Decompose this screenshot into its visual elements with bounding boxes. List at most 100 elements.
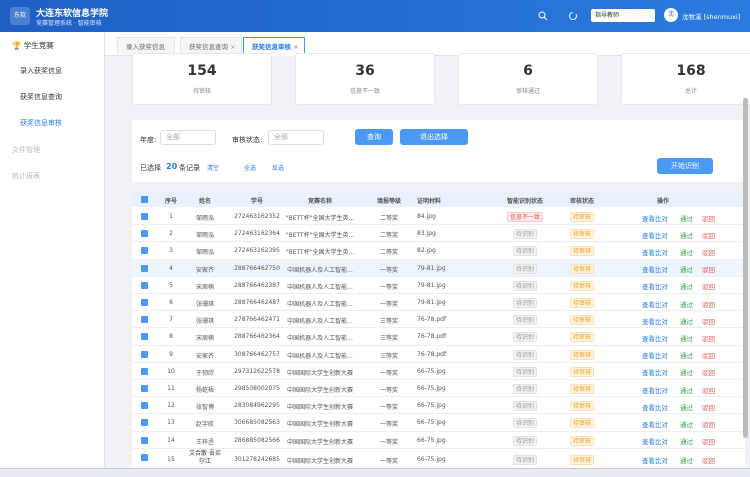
action-link[interactable]: 驳回 <box>702 457 715 466</box>
exit-button[interactable]: 退出选择 <box>400 129 468 145</box>
action-link[interactable]: 查看比对 <box>642 266 668 275</box>
checkbox[interactable] <box>141 385 148 392</box>
action-link[interactable]: 通过 <box>680 334 693 343</box>
scrollbar[interactable] <box>743 98 748 438</box>
action-link[interactable]: 驳回 <box>702 369 715 378</box>
checkbox[interactable] <box>141 436 148 444</box>
action-link[interactable]: 查看比对 <box>642 403 668 412</box>
invert[interactable]: 反选 <box>272 165 285 172</box>
action-link[interactable]: 通过 <box>680 231 693 240</box>
cell: 宋周楠 <box>195 283 215 291</box>
action-link[interactable]: 查看比对 <box>642 369 668 378</box>
action-link[interactable]: 驳回 <box>702 352 715 361</box>
action-link[interactable]: 通过 <box>680 317 693 326</box>
action-link[interactable]: 通过 <box>680 438 693 447</box>
action-link[interactable]: 通过 <box>680 420 693 429</box>
cell: 7 <box>169 316 173 324</box>
action-link[interactable]: 驳回 <box>702 438 715 447</box>
review-status-badge: 待审核 <box>570 229 594 240</box>
avatar[interactable]: 沈 <box>664 8 678 22</box>
action-link[interactable]: 查看比对 <box>642 300 668 309</box>
role-select[interactable]: 指导教师 <box>591 9 655 22</box>
action-link[interactable]: 查看比对 <box>642 283 668 292</box>
action-link[interactable]: 通过 <box>680 214 693 223</box>
checkbox[interactable] <box>141 316 148 324</box>
action-link[interactable]: 通过 <box>680 352 693 361</box>
action-link[interactable]: 驳回 <box>702 403 715 412</box>
checkbox[interactable] <box>141 213 148 220</box>
cell: 301278242685 <box>234 455 280 463</box>
start-button[interactable]: 开始识别 <box>657 158 713 174</box>
action-link[interactable]: 查看比对 <box>642 231 668 240</box>
action-link[interactable]: 查看比对 <box>642 438 668 447</box>
action-link[interactable]: 查看比对 <box>642 248 668 257</box>
cell: 张智博 <box>195 404 215 412</box>
sidebar: 🏆 学生竞赛 录入获奖信息 获奖信息查询 获奖信息审核 文件管理 统计报表 <box>0 32 105 468</box>
search-icon[interactable] <box>537 10 549 22</box>
action-link[interactable]: 驳回 <box>702 266 715 275</box>
cell: 王梓丞 <box>195 438 215 446</box>
cell: 中国国际大学生创新大赛 <box>286 369 354 377</box>
clear-link[interactable]: 清空 <box>207 165 220 172</box>
checkbox[interactable] <box>141 281 148 289</box>
checkbox[interactable] <box>141 247 148 255</box>
action-link[interactable]: 通过 <box>680 266 693 275</box>
cell: 三等奖 <box>379 335 399 343</box>
action-link[interactable]: 查看比对 <box>642 317 668 326</box>
action-link[interactable]: 通过 <box>680 283 693 292</box>
action-link[interactable]: 驳回 <box>702 283 715 292</box>
action-link[interactable]: 通过 <box>680 369 693 378</box>
cell: 84.jpg <box>417 213 436 220</box>
stat-value: 6 <box>523 63 533 79</box>
action-link[interactable]: 查看比对 <box>642 214 668 223</box>
menu-item[interactable]: 获奖信息审核 <box>20 119 62 127</box>
action-link[interactable]: 驳回 <box>702 334 715 343</box>
cell: 15 <box>167 455 175 463</box>
checkbox[interactable] <box>141 264 148 272</box>
year-select[interactable]: 全部 <box>160 130 216 145</box>
action-link[interactable]: 查看比对 <box>642 457 668 466</box>
search-button[interactable]: 查询 <box>355 129 393 145</box>
action-link[interactable]: 驳回 <box>702 214 715 223</box>
status-select[interactable]: 全部 <box>268 130 324 145</box>
checkbox[interactable] <box>141 299 148 306</box>
action-link[interactable]: 驳回 <box>702 386 715 395</box>
action-link[interactable]: 通过 <box>680 403 693 412</box>
checkbox[interactable] <box>141 230 148 238</box>
refresh-icon[interactable] <box>567 10 579 22</box>
action-link[interactable]: 通过 <box>680 457 693 466</box>
checkbox[interactable] <box>141 196 148 203</box>
action-link[interactable]: 查看比对 <box>642 420 668 429</box>
stat-value: 168 <box>676 63 706 79</box>
action-link[interactable]: 通过 <box>680 300 693 309</box>
action-link[interactable]: 驳回 <box>702 248 715 257</box>
action-link[interactable]: 驳回 <box>702 300 715 309</box>
menu-item[interactable]: 获奖信息查询 <box>20 93 62 101</box>
select-all[interactable]: 全选 <box>244 165 257 172</box>
cell: 一等奖 <box>379 301 399 308</box>
checkbox[interactable] <box>141 453 148 461</box>
action-link[interactable]: 驳回 <box>702 317 715 326</box>
checkbox[interactable] <box>141 350 148 358</box>
menu-item[interactable]: 录入获奖信息 <box>20 67 62 75</box>
tab[interactable]: 获奖信息审核 × <box>243 37 305 56</box>
checkbox[interactable] <box>141 333 148 341</box>
action-link[interactable]: 通过 <box>680 248 693 257</box>
checkbox[interactable] <box>141 367 148 375</box>
cell: 一等奖 <box>379 404 399 412</box>
ai-status-badge: 待识别 <box>513 454 537 465</box>
menu-group[interactable]: 🏆 学生竞赛 <box>12 41 54 50</box>
action-link[interactable]: 驳回 <box>702 231 715 240</box>
tab[interactable]: 获奖信息查询 × <box>180 37 242 56</box>
action-link[interactable]: 通过 <box>680 386 693 395</box>
action-link[interactable]: 查看比对 <box>642 386 668 395</box>
action-link[interactable]: 驳回 <box>702 420 715 429</box>
cell: 中国机器人及人工智能... <box>287 352 353 360</box>
checkbox[interactable] <box>141 402 148 410</box>
logo: 东软 <box>10 7 30 25</box>
action-link[interactable]: 查看比对 <box>642 352 668 361</box>
action-link[interactable]: 查看比对 <box>642 334 668 343</box>
user-name[interactable]: 沈牧溪 [shenmuxi] <box>682 13 741 21</box>
checkbox[interactable] <box>141 419 148 427</box>
cell: 66-75.jpg <box>417 455 446 463</box>
